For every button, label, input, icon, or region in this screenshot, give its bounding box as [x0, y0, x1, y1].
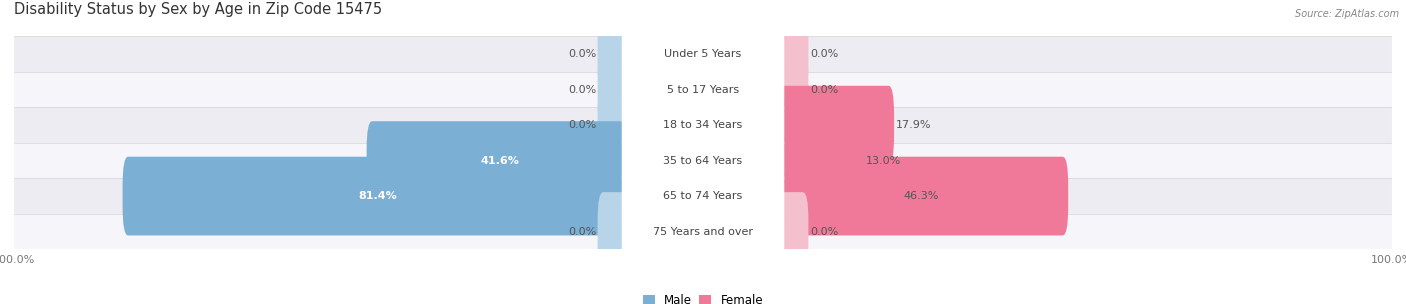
- Text: 0.0%: 0.0%: [810, 49, 838, 59]
- FancyBboxPatch shape: [14, 214, 1392, 249]
- FancyBboxPatch shape: [598, 15, 633, 94]
- Text: Source: ZipAtlas.com: Source: ZipAtlas.com: [1295, 9, 1399, 19]
- FancyBboxPatch shape: [773, 50, 808, 129]
- Text: 0.0%: 0.0%: [568, 85, 596, 95]
- FancyBboxPatch shape: [773, 15, 808, 94]
- FancyBboxPatch shape: [773, 86, 894, 164]
- FancyBboxPatch shape: [122, 157, 633, 235]
- FancyBboxPatch shape: [621, 86, 785, 164]
- Text: 0.0%: 0.0%: [568, 120, 596, 130]
- FancyBboxPatch shape: [621, 15, 785, 94]
- Legend: Male, Female: Male, Female: [638, 289, 768, 304]
- FancyBboxPatch shape: [773, 192, 808, 271]
- Text: 18 to 34 Years: 18 to 34 Years: [664, 120, 742, 130]
- FancyBboxPatch shape: [14, 107, 1392, 143]
- Text: 81.4%: 81.4%: [359, 191, 396, 201]
- Text: 13.0%: 13.0%: [865, 156, 901, 166]
- Text: Under 5 Years: Under 5 Years: [665, 49, 741, 59]
- FancyBboxPatch shape: [621, 157, 785, 235]
- FancyBboxPatch shape: [14, 72, 1392, 107]
- Text: 17.9%: 17.9%: [896, 120, 931, 130]
- Text: 35 to 64 Years: 35 to 64 Years: [664, 156, 742, 166]
- Text: 0.0%: 0.0%: [568, 49, 596, 59]
- FancyBboxPatch shape: [14, 178, 1392, 214]
- Text: 75 Years and over: 75 Years and over: [652, 226, 754, 237]
- FancyBboxPatch shape: [598, 192, 633, 271]
- Text: Disability Status by Sex by Age in Zip Code 15475: Disability Status by Sex by Age in Zip C…: [14, 2, 382, 17]
- Text: 0.0%: 0.0%: [810, 85, 838, 95]
- Text: 0.0%: 0.0%: [568, 226, 596, 237]
- FancyBboxPatch shape: [621, 121, 785, 200]
- FancyBboxPatch shape: [367, 121, 633, 200]
- FancyBboxPatch shape: [14, 143, 1392, 178]
- Text: 0.0%: 0.0%: [810, 226, 838, 237]
- Text: 5 to 17 Years: 5 to 17 Years: [666, 85, 740, 95]
- Text: 41.6%: 41.6%: [481, 156, 519, 166]
- Text: 65 to 74 Years: 65 to 74 Years: [664, 191, 742, 201]
- FancyBboxPatch shape: [598, 50, 633, 129]
- FancyBboxPatch shape: [14, 36, 1392, 72]
- FancyBboxPatch shape: [598, 86, 633, 164]
- FancyBboxPatch shape: [621, 50, 785, 129]
- FancyBboxPatch shape: [773, 121, 865, 200]
- Text: 46.3%: 46.3%: [903, 191, 938, 201]
- FancyBboxPatch shape: [621, 192, 785, 271]
- FancyBboxPatch shape: [773, 157, 1069, 235]
